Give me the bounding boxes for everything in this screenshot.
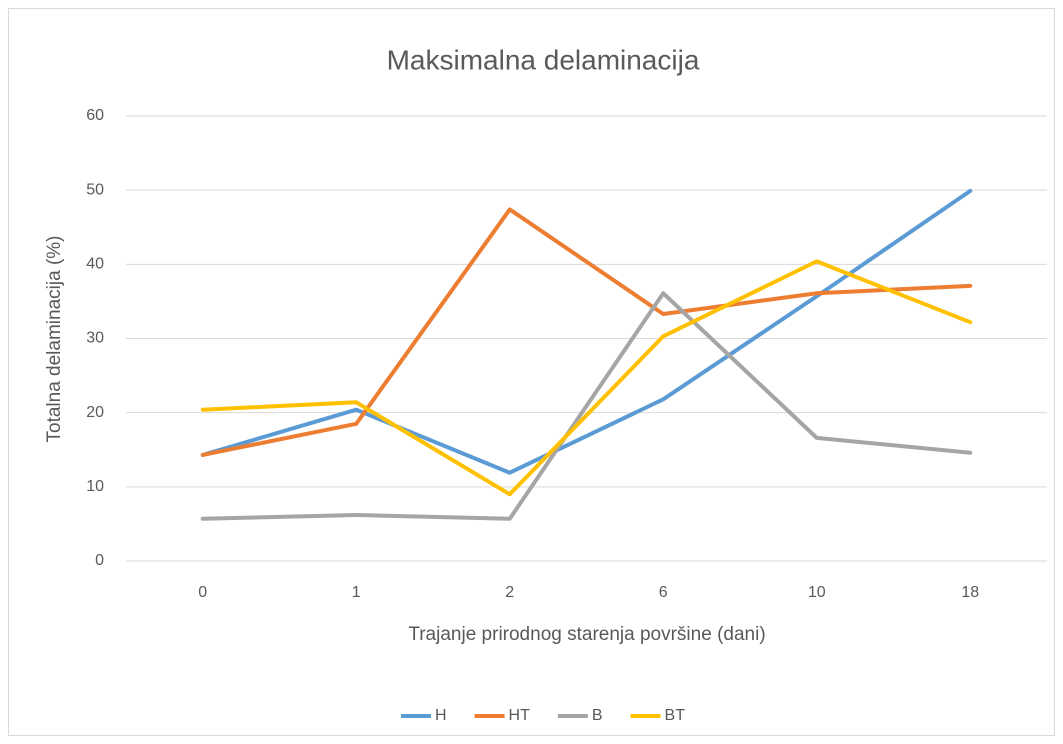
x-tick-label: 2 <box>505 584 514 601</box>
legend-label: H <box>435 707 447 724</box>
series-line <box>200 291 973 521</box>
legend-label: B <box>592 707 603 724</box>
x-tick-label: 6 <box>659 584 668 601</box>
y-tick-label: 0 <box>95 552 104 569</box>
x-tick-label: 10 <box>808 584 826 601</box>
y-tick-label: 30 <box>86 330 104 347</box>
y-tick-label: 20 <box>86 404 104 421</box>
x-axis-label: Trajanje prirodnog starenja površine (da… <box>408 624 765 645</box>
legend-label: BT <box>665 707 686 724</box>
chart-title: Maksimalna delaminacija <box>387 44 700 75</box>
y-tick-label: 40 <box>86 256 104 273</box>
x-tick-label: 18 <box>961 584 979 601</box>
legend-label: HT <box>509 707 531 724</box>
y-tick-label: 60 <box>86 107 104 124</box>
y-axis-label: Totalna delaminacija (%) <box>44 236 65 443</box>
series-line <box>200 188 973 475</box>
y-tick-label: 50 <box>86 181 104 198</box>
series-line <box>200 259 973 497</box>
chart-border <box>8 8 1055 736</box>
series-line <box>200 207 973 457</box>
y-tick-label: 10 <box>86 478 104 495</box>
x-tick-label: 0 <box>198 584 207 601</box>
x-tick-label: 1 <box>352 584 361 601</box>
